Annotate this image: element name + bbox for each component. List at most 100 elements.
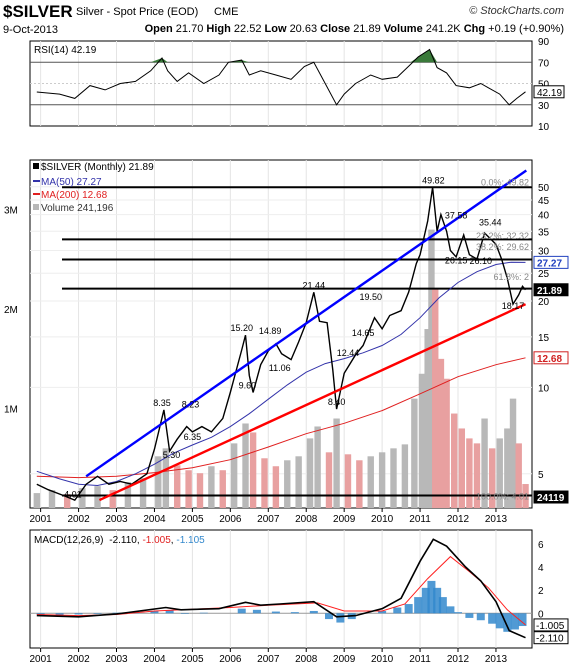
volume-bar (306, 438, 314, 508)
macd-histogram-bar (438, 597, 447, 614)
price-annotation: 19.50 (359, 292, 382, 302)
macd-histogram-bar (165, 610, 174, 614)
year-label: 2002 (67, 514, 90, 525)
price-value-tag-box (533, 490, 569, 504)
price-annotation: 21.44 (303, 280, 326, 290)
price-annotation: 37.58 (445, 210, 468, 220)
legend-price: $SILVER (Monthly) 21.89 (41, 162, 154, 173)
year-label: 2011 (409, 514, 431, 525)
fib-label: 100.0%: 4.01 (476, 491, 529, 501)
volume-bar (94, 486, 101, 508)
macd-histogram-bar (336, 613, 345, 623)
rsi-line (36, 48, 526, 106)
volume-bar (488, 448, 496, 508)
legend-volume-swatch (33, 204, 39, 210)
macd-histogram-bar (518, 613, 527, 627)
volume-bar (367, 456, 374, 508)
price-annotation: 26.10 (470, 256, 493, 266)
legend-ma200: MA(200) 12.68 (41, 190, 108, 201)
year-label: 2009 (333, 514, 356, 525)
macd-histogram-bar (488, 613, 497, 624)
macd-histogram-bar (309, 610, 318, 614)
price-annotation: 18.17 (502, 301, 525, 311)
volume-bar (344, 454, 352, 508)
macd-tick-label: 0 (538, 609, 544, 620)
description: Silver - Spot Price (EOD) (76, 6, 199, 18)
volume-bar (174, 465, 181, 508)
year-label: 2004 (143, 514, 166, 525)
volume-bar (314, 426, 321, 508)
volume-bar (109, 490, 116, 508)
volume-bar (208, 466, 215, 508)
price-annotation: 8.35 (153, 398, 171, 408)
price-annotation: 9.60 (239, 380, 257, 390)
macd-frame (29, 529, 533, 649)
volume-bar (284, 460, 291, 508)
ohlc-readout: Open 21.70 High 22.52 Low 20.63 Close 21… (145, 23, 564, 35)
year-label: 2003 (105, 514, 128, 525)
price-annotation: 4.01 (64, 489, 82, 499)
year-label: 2008 (295, 654, 318, 665)
volume-bar (219, 470, 226, 508)
year-label: 2005 (181, 514, 204, 525)
macd-histogram-bar (414, 597, 423, 614)
price-value-tag: 21.89 (537, 286, 562, 297)
year-label: 2006 (219, 654, 242, 665)
volume-bar (333, 418, 340, 508)
rsi-tick-label: 30 (538, 101, 550, 112)
trendline (98, 303, 527, 502)
macd-legend: MACD(12,26,9) -2.110, -1.005, -1.105 (34, 535, 205, 546)
rsi-tick-label: 90 (538, 37, 550, 48)
rsi-frame (29, 40, 533, 127)
fib-label: 61.8%: 2 (493, 272, 529, 282)
macd-legend-hist: -1.105 (176, 535, 205, 546)
price-annotation: 8.23 (182, 400, 200, 410)
volume-bar (401, 444, 409, 508)
price-panel: 4.01 8.35 8.23 6.355.30 15.20 9.60 14.89 11.06 2… (4, 159, 569, 509)
low-value: 20.63 (289, 23, 318, 35)
open-value: 21.70 (175, 23, 204, 35)
volume-bar (390, 448, 397, 508)
year-label: 2008 (295, 514, 318, 525)
year-label: 2001 (29, 654, 52, 665)
rsi-tick-label: 70 (538, 58, 550, 69)
macd-histogram-bar (510, 613, 519, 630)
volume-bar (411, 398, 418, 508)
macd-histogram-bar (324, 613, 333, 620)
macd-histogram-bar (271, 611, 280, 614)
volume-tick-label: 1M (4, 405, 18, 416)
price-tick-label: 30 (538, 246, 550, 257)
volume-bar (356, 460, 363, 508)
price-annotation: 15.20 (230, 323, 253, 333)
close-label: Close (320, 23, 351, 35)
volume-bar (418, 373, 426, 508)
macd-histogram-bar (150, 610, 159, 614)
date: 9-Oct-2013 (3, 24, 59, 36)
macd-legend-sep1: , (137, 535, 143, 546)
open-label: Open (144, 23, 173, 35)
volume-bar (481, 418, 488, 508)
price-legend: $SILVER (Monthly) 21.89 MA(50) 27.27 MA(… (33, 162, 154, 214)
macd-tick-label: 6 (538, 540, 544, 551)
high-value: 22.52 (233, 23, 262, 35)
year-label: 2004 (143, 654, 166, 665)
volume-bar (155, 456, 162, 508)
macd-histogram-bar (454, 612, 463, 614)
price-value-tag: 12.68 (537, 354, 562, 365)
price-annotation: 12.44 (337, 348, 360, 358)
rsi-value-tag-box (533, 85, 565, 99)
legend-price-swatch (33, 163, 39, 169)
macd-value-tag: -2.110 (536, 634, 564, 645)
volume-bar (428, 229, 435, 508)
macd-histogram-bar (495, 613, 504, 629)
year-label: 2011 (409, 654, 431, 665)
volume-bar (432, 289, 439, 508)
price-tick-label: 35 (538, 227, 550, 238)
macd-histogram-bar (421, 587, 430, 614)
year-label: 2012 (447, 514, 470, 525)
price-annotation: 11.06 (269, 363, 291, 373)
macd-legend-sep2: , (171, 535, 177, 546)
macd-legend-signal: -1.005 (142, 535, 171, 546)
rsi-legend: RSI(14) 42.19 (34, 45, 97, 56)
volume-bar (325, 452, 333, 508)
